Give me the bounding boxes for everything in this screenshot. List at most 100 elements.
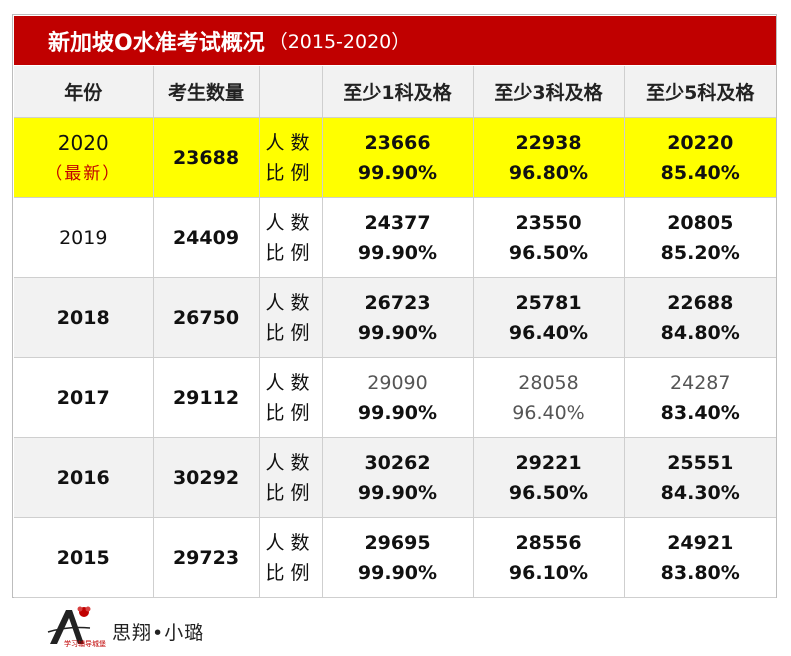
brand-name: 思翔•小璐 xyxy=(112,622,205,644)
label-cell: 人数 比例 xyxy=(259,437,323,518)
table-row: 2020 （最新） 23688 人数 比例 23666 99.90% 22938… xyxy=(14,117,776,198)
year-cell: 2017 xyxy=(14,357,154,438)
count-label: 人数 xyxy=(265,131,316,154)
ratio-label: 比例 xyxy=(265,401,316,424)
header-label xyxy=(259,66,323,118)
pass-1-cell: 29695 99.90% xyxy=(322,517,474,598)
pass-1-ratio: 99.90% xyxy=(357,401,438,424)
title-bar: 新加坡O水准考试概况 （2015-2020） xyxy=(14,16,776,65)
ratio-label: 比例 xyxy=(265,161,316,184)
pass-5-ratio: 83.80% xyxy=(660,561,740,584)
page-title: 新加坡O水准考试概况 xyxy=(48,30,265,56)
pass-3-cell: 28556 96.10% xyxy=(473,517,625,598)
pass-1-ratio: 99.90% xyxy=(357,481,438,504)
ratio-label: 比例 xyxy=(265,321,316,344)
count-label: 人数 xyxy=(265,451,316,474)
total-cell: 29723 xyxy=(153,517,260,598)
pass-1-cell: 30262 99.90% xyxy=(322,437,474,518)
pass-3-count: 29221 xyxy=(515,451,582,474)
count-label: 人数 xyxy=(265,371,316,394)
year-cell: 2016 xyxy=(14,437,154,518)
pass-1-count: 23666 xyxy=(364,131,431,154)
pass-3-cell: 28058 96.40% xyxy=(473,357,625,438)
pass-1-count: 29695 xyxy=(364,531,431,554)
pass-1-count: 30262 xyxy=(364,451,431,474)
brand-logo-icon xyxy=(47,606,91,644)
pass-1-count: 26723 xyxy=(364,291,431,314)
year-cell: 2019 xyxy=(14,197,154,278)
pass-3-count: 23550 xyxy=(515,211,582,234)
label-cell: 人数 比例 xyxy=(259,517,323,598)
table-row: 2018 26750 人数 比例 26723 99.90% 25781 96.4… xyxy=(14,277,776,358)
total-cell: 26750 xyxy=(153,277,260,358)
pass-3-cell: 29221 96.50% xyxy=(473,437,625,518)
pass-1-cell: 29090 99.90% xyxy=(322,357,474,438)
header-pass-5: 至少5科及格 xyxy=(624,66,776,118)
total-cell: 29112 xyxy=(153,357,260,438)
pass-5-cell: 25551 84.30% xyxy=(624,437,776,518)
pass-5-cell: 22688 84.80% xyxy=(624,277,776,358)
pass-3-cell: 25781 96.40% xyxy=(473,277,625,358)
pass-1-ratio: 99.90% xyxy=(357,161,438,184)
pass-5-ratio: 85.40% xyxy=(660,161,740,184)
ratio-label: 比例 xyxy=(265,241,316,264)
table-row: 2015 29723 人数 比例 29695 99.90% 28556 96.1… xyxy=(14,517,776,598)
pass-5-ratio: 85.20% xyxy=(660,241,740,264)
header-pass-1: 至少1科及格 xyxy=(322,66,474,118)
pass-3-ratio: 96.80% xyxy=(508,161,589,184)
pass-5-ratio: 84.80% xyxy=(660,321,740,344)
header-candidates: 考生数量 xyxy=(153,66,260,118)
pass-3-count: 22938 xyxy=(515,131,582,154)
label-cell: 人数 比例 xyxy=(259,117,323,198)
pass-5-cell: 20805 85.20% xyxy=(624,197,776,278)
pass-3-count: 25781 xyxy=(515,291,582,314)
page-subtitle: （2015-2020） xyxy=(268,31,411,53)
count-label: 人数 xyxy=(265,211,316,234)
year-cell: 2015 xyxy=(14,517,154,598)
ratio-label: 比例 xyxy=(265,481,316,504)
pass-3-ratio: 96.40% xyxy=(508,321,589,344)
table-row: 2016 30292 人数 比例 30262 99.90% 29221 96.5… xyxy=(14,437,776,518)
pass-5-cell: 20220 85.40% xyxy=(624,117,776,198)
ratio-label: 比例 xyxy=(265,561,316,584)
exam-stats-table: 年份 考生数量 至少1科及格 至少3科及格 至少5科及格 2020 （最新） 2… xyxy=(14,66,776,598)
pass-1-cell: 23666 99.90% xyxy=(322,117,474,198)
count-label: 人数 xyxy=(265,291,316,314)
pass-5-ratio: 83.40% xyxy=(660,401,740,424)
pass-3-count: 28058 xyxy=(518,371,579,394)
total-cell: 24409 xyxy=(153,197,260,278)
pass-5-count: 24921 xyxy=(667,531,734,554)
year-cell: 2018 xyxy=(14,277,154,358)
year-value: 2020 xyxy=(57,131,109,155)
header-pass-3: 至少3科及格 xyxy=(473,66,625,118)
pass-5-cell: 24287 83.40% xyxy=(624,357,776,438)
pass-5-count: 22688 xyxy=(667,291,734,314)
pass-5-cell: 24921 83.80% xyxy=(624,517,776,598)
year-cell: 2020 （最新） xyxy=(14,117,154,198)
pass-1-ratio: 99.90% xyxy=(357,241,438,264)
label-cell: 人数 比例 xyxy=(259,277,323,358)
pass-3-ratio: 96.40% xyxy=(512,401,585,424)
pass-5-ratio: 84.30% xyxy=(660,481,740,504)
pass-5-count: 20220 xyxy=(667,131,734,154)
pass-3-cell: 22938 96.80% xyxy=(473,117,625,198)
pass-1-ratio: 99.90% xyxy=(357,321,438,344)
pass-1-cell: 26723 99.90% xyxy=(322,277,474,358)
pass-3-cell: 23550 96.50% xyxy=(473,197,625,278)
pass-1-cell: 24377 99.90% xyxy=(322,197,474,278)
count-label: 人数 xyxy=(265,531,316,554)
total-cell: 23688 xyxy=(153,117,260,198)
label-cell: 人数 比例 xyxy=(259,357,323,438)
pass-1-ratio: 99.90% xyxy=(357,561,438,584)
pass-3-ratio: 96.50% xyxy=(508,481,589,504)
pass-3-ratio: 96.10% xyxy=(508,561,589,584)
latest-tag: （最新） xyxy=(45,164,122,184)
label-cell: 人数 比例 xyxy=(259,197,323,278)
total-cell: 30292 xyxy=(153,437,260,518)
pass-5-count: 24287 xyxy=(670,371,731,394)
pass-5-count: 20805 xyxy=(667,211,734,234)
pass-1-count: 29090 xyxy=(367,371,428,394)
pass-3-count: 28556 xyxy=(515,531,582,554)
pass-3-ratio: 96.50% xyxy=(508,241,589,264)
table-row: 2019 24409 人数 比例 24377 99.90% 23550 96.5… xyxy=(14,197,776,278)
